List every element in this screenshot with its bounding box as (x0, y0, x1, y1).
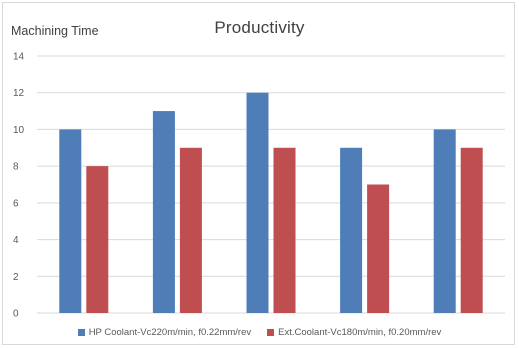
y-tick-label-8: 8 (13, 162, 19, 173)
y-tick-2: 2 (13, 272, 19, 283)
y-tick-10: 10 (13, 125, 25, 136)
bar-series-2-4 (367, 184, 390, 313)
chart-title: Productivity (214, 18, 305, 37)
y-tick-label-12: 12 (13, 88, 25, 99)
y-tick-14: 14 (13, 52, 25, 63)
y-tick-6: 6 (13, 198, 19, 209)
y-tick-label-2: 2 (13, 272, 19, 283)
y-tick-12: 12 (13, 88, 25, 99)
bar-series-2-2 (179, 147, 202, 313)
legend-swatch-series-2 (267, 329, 275, 336)
bar-series-1-2 (152, 111, 175, 313)
legend-item-series-2: Ext.Coolant-Vc180m/min, f0.20mm/rev (267, 327, 441, 338)
y-tick-label-0: 0 (13, 309, 19, 320)
y-tick-label-14: 14 (13, 52, 25, 63)
bar-series-2-3 (273, 147, 296, 313)
bar-series-1-5 (433, 129, 456, 313)
y-tick-label-4: 4 (13, 235, 19, 246)
legend-swatch-series-1 (77, 329, 85, 336)
legend-label-series-2: Ext.Coolant-Vc180m/min, f0.20mm/rev (278, 327, 442, 338)
bar-series-1-3 (246, 92, 269, 313)
bar-series-2-1 (86, 166, 109, 313)
bar-series-2-5 (460, 147, 483, 313)
y-axis-label: Machining Time (11, 24, 99, 38)
y-tick-label-6: 6 (13, 198, 19, 209)
bar-series-1-4 (340, 147, 363, 313)
y-tick-4: 4 (13, 235, 19, 246)
legend: HP Coolant-Vc220m/min, f0.22mm/rev Ext.C… (0, 327, 519, 338)
y-tick-label-10: 10 (13, 125, 25, 136)
y-tick-0: 0 (13, 309, 19, 320)
legend-label-series-1: HP Coolant-Vc220m/min, f0.22mm/rev (88, 327, 252, 338)
bar-series-1-1 (59, 129, 82, 313)
y-tick-8: 8 (13, 162, 19, 173)
legend-item-series-1: HP Coolant-Vc220m/min, f0.22mm/rev (77, 327, 252, 338)
